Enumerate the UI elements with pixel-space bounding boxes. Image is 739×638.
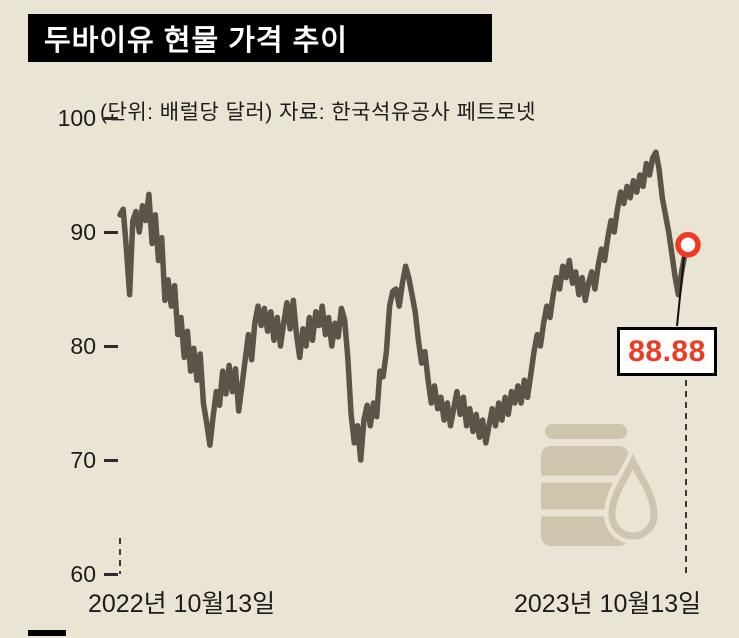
chart-title-bar: 두바이유 현물 가격 추이 xyxy=(28,14,492,62)
callout-connector-line xyxy=(676,256,685,327)
y-axis-label: 70 xyxy=(70,446,96,473)
y-axis-tick-mark xyxy=(104,572,118,576)
y-axis-tick-mark xyxy=(104,116,118,120)
y-axis-tick-mark xyxy=(104,458,118,462)
y-axis-label: 100 xyxy=(57,104,96,131)
last-value-text: 88.88 xyxy=(628,334,706,368)
oil-barrel-icon xyxy=(541,424,663,546)
y-axis-tick-row: 70 xyxy=(18,447,118,473)
chart-title: 두바이유 현물 가격 추이 xyxy=(44,25,348,57)
y-axis-label: 60 xyxy=(70,560,96,587)
y-axis-label: 80 xyxy=(70,332,96,359)
bottom-rule xyxy=(28,630,66,636)
y-axis-tick-row: 80 xyxy=(18,333,118,359)
last-value-callout: 88.88 xyxy=(617,327,717,376)
y-axis-tick-row: 100 xyxy=(18,105,118,131)
price-line xyxy=(117,149,691,463)
x-axis-label-start: 2022년 10월13일 xyxy=(88,590,276,618)
y-axis-tick-mark xyxy=(104,344,118,348)
x-axis-label-end: 2023년 10월13일 xyxy=(514,590,702,618)
y-axis-tick-mark xyxy=(104,230,118,234)
y-axis-tick-row: 90 xyxy=(18,219,118,245)
last-point-marker xyxy=(675,232,701,258)
chart-subtitle: (단위: 배럴당 달러) 자료: 한국석유공사 페트로넷 xyxy=(100,101,536,124)
y-axis-label: 90 xyxy=(70,218,96,245)
y-axis-tick-row: 60 xyxy=(18,561,118,587)
